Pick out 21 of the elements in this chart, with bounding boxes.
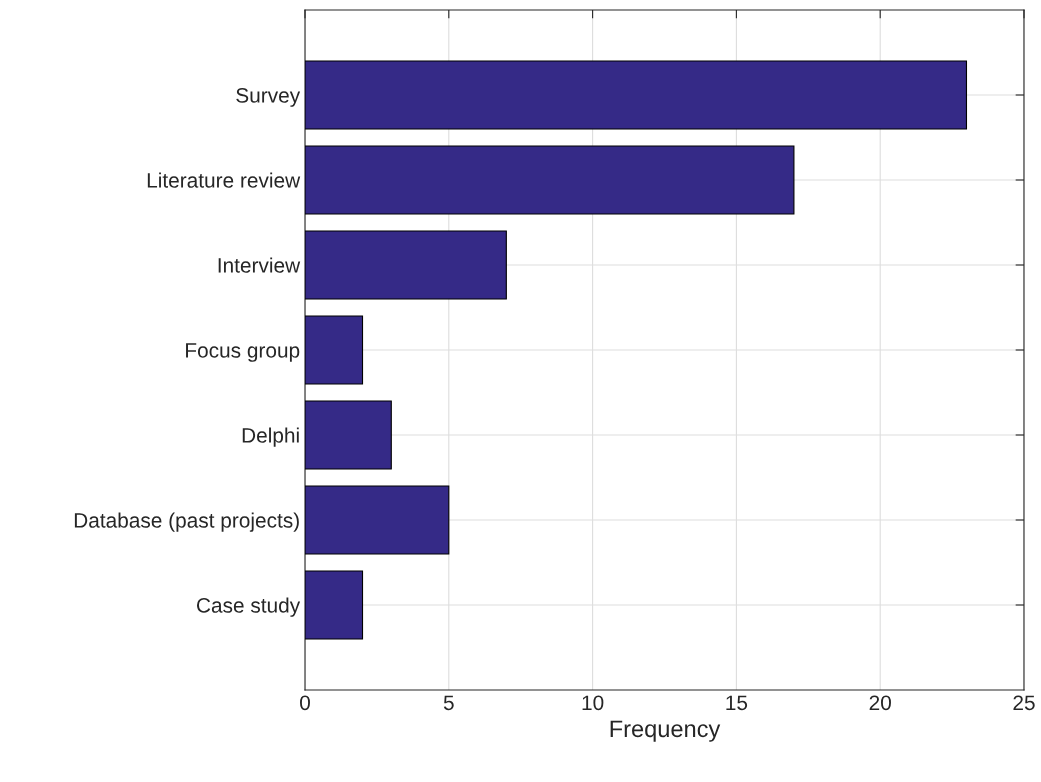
y-tick-label: Database (past projects) — [74, 512, 299, 532]
y-tick-label: Case study — [196, 597, 301, 617]
bar — [305, 400, 392, 470]
x-tick-label: 0 — [300, 695, 310, 711]
x-axis-title: Frequency — [610, 720, 721, 742]
x-tick-label: 25 — [1013, 695, 1035, 711]
x-tick-label: 5 — [443, 695, 454, 711]
bar — [305, 230, 507, 300]
x-tick-label: 10 — [582, 695, 604, 711]
x-tick-label: 20 — [869, 695, 891, 711]
bar — [305, 145, 795, 215]
y-tick-label: Literature review — [147, 172, 301, 188]
y-tick-label: Delphi — [242, 427, 299, 447]
y-tick-label: Focus group — [186, 343, 300, 362]
bar — [305, 315, 364, 385]
y-tick-label: Interview — [218, 257, 301, 273]
bar — [305, 570, 364, 640]
bar — [305, 485, 450, 555]
bar — [305, 60, 968, 130]
x-tick-label: 15 — [726, 695, 748, 711]
y-tick-label: Survey — [236, 88, 301, 107]
